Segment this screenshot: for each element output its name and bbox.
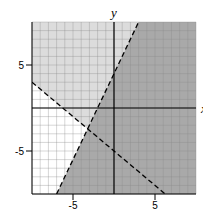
svg-text:-5: -5 xyxy=(15,146,24,157)
svg-text:5: 5 xyxy=(18,60,24,71)
svg-text:y: y xyxy=(109,8,117,20)
svg-text:5: 5 xyxy=(152,200,158,211)
svg-text:-5: -5 xyxy=(69,200,78,211)
svg-text:x: x xyxy=(200,101,203,116)
